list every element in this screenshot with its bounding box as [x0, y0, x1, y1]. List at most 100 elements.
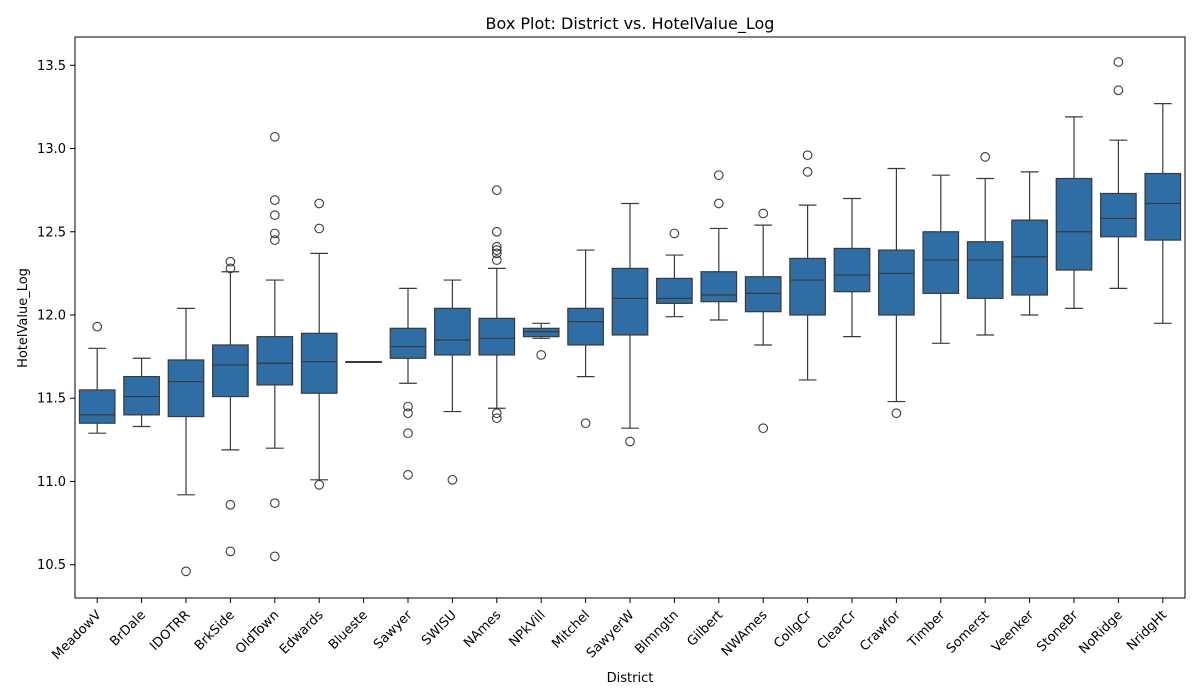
outlier-point — [181, 566, 191, 577]
x-tick-label: MeadowV — [50, 608, 105, 663]
outlier-point — [491, 413, 502, 424]
iqr-box — [212, 344, 249, 398]
iqr-box — [922, 231, 960, 294]
x-tick-label: NWAmes — [719, 608, 771, 660]
outlier-point — [758, 208, 769, 219]
outlier-point — [891, 408, 902, 419]
outlier-point — [491, 255, 502, 265]
outlier-point — [802, 166, 813, 177]
iqr-box — [744, 276, 782, 313]
iqr-box — [789, 257, 826, 316]
outlier-point — [225, 256, 236, 267]
iqr-box — [78, 389, 116, 424]
outlier-point — [225, 499, 236, 510]
outlier-point — [269, 210, 280, 220]
x-tick-label: BrDale — [107, 608, 149, 650]
iqr-box — [522, 327, 560, 338]
outlier-point — [269, 551, 280, 562]
outlier-point — [802, 150, 813, 161]
outlier-point — [491, 226, 502, 237]
x-tick-label: IDOTRR — [147, 608, 193, 654]
outlier-point — [447, 474, 458, 485]
chart-title: Box Plot: District vs. HotelValue_Log — [486, 14, 775, 34]
iqr-box — [700, 271, 738, 303]
iqr-box — [1055, 177, 1093, 271]
iqr-box — [478, 317, 516, 356]
iqr-box — [878, 249, 915, 316]
y-tick-label: 13.0 — [37, 142, 66, 157]
iqr-box — [966, 241, 1004, 299]
outlier-point — [269, 228, 280, 239]
outlier-point — [269, 132, 280, 142]
x-tick-label: Veenker — [989, 607, 1037, 655]
x-tick-label: Timber — [905, 607, 949, 651]
x-tick-label: Blmngtn — [632, 608, 682, 658]
y-tick-label: 11.5 — [37, 392, 66, 407]
x-tick-label: Edwards — [277, 608, 327, 658]
x-tick-label: Gilbert — [685, 608, 727, 650]
iqr-box — [1011, 219, 1048, 296]
outlier-point — [1113, 85, 1124, 96]
outlier-point — [536, 350, 547, 360]
iqr-box — [1100, 192, 1137, 238]
outlier-point — [713, 170, 724, 181]
outlier-point — [713, 198, 724, 209]
x-tick-label: SawyerW — [584, 608, 638, 662]
plot-area: 10.5 11.0 11.5 12.0 12.5 13.0 13.5 MeadowV BrDal… — [37, 36, 1186, 663]
iqr-box — [656, 277, 693, 304]
y-tick-label: 13.5 — [37, 59, 66, 74]
outlier-point — [491, 185, 502, 196]
outlier-point — [225, 546, 236, 557]
x-tick-label: NoRidge — [1076, 608, 1125, 657]
outlier-point — [491, 245, 502, 255]
iqr-box — [567, 307, 604, 346]
outlier-point — [314, 223, 325, 234]
iqr-box — [833, 247, 871, 293]
iqr-box — [123, 375, 160, 416]
iqr-box — [434, 307, 471, 356]
x-tick-label: Somerst — [944, 608, 993, 657]
iqr-box — [167, 359, 205, 418]
outlier-point — [980, 152, 991, 162]
iqr-box — [1144, 172, 1182, 241]
outlier-point — [269, 235, 280, 245]
y-axis-label: HotelValue_Log — [16, 268, 31, 368]
outlier-point — [403, 401, 413, 412]
x-axis-label: District — [607, 671, 654, 686]
x-tick-label: SWISU — [419, 608, 460, 649]
x-tick-label: StoneBr — [1034, 607, 1082, 655]
outlier-point — [669, 228, 680, 239]
outlier-point — [625, 436, 635, 447]
outlier-point — [403, 428, 413, 439]
x-tick-label: CollgCr — [771, 607, 815, 651]
y-tick-label: 11.0 — [37, 475, 66, 490]
outlier-point — [491, 408, 502, 419]
x-tick-label: NAmes — [461, 608, 504, 651]
x-tick-label: Crawfor — [857, 607, 904, 654]
outlier-point — [403, 469, 413, 480]
x-tick-label: OldTown — [233, 608, 282, 657]
y-tick-label: 10.5 — [37, 558, 66, 573]
x-tick-label: ClearCr — [815, 607, 860, 652]
iqr-box — [256, 336, 294, 386]
x-tick-label: Mitchel — [549, 608, 593, 652]
outlier-point — [92, 321, 103, 332]
outlier-point — [758, 423, 769, 434]
y-tick-label: 12.5 — [37, 225, 66, 240]
outlier-point — [314, 479, 325, 490]
outlier-point — [1113, 57, 1124, 67]
x-tick-label: NridgHt — [1124, 608, 1170, 654]
outlier-point — [491, 248, 502, 259]
outlier-point — [314, 198, 325, 209]
outlier-point — [225, 263, 236, 274]
outlier-point — [269, 195, 280, 205]
outlier-point — [269, 498, 280, 508]
y-tick-label: 12.0 — [37, 309, 66, 324]
x-tick-label: NPkVill — [507, 608, 549, 650]
x-tick-label: Blueste — [326, 608, 371, 653]
outlier-point — [580, 418, 591, 429]
x-tick-label: Sawyer — [371, 607, 416, 652]
x-tick-label: BrkSide — [192, 608, 238, 654]
